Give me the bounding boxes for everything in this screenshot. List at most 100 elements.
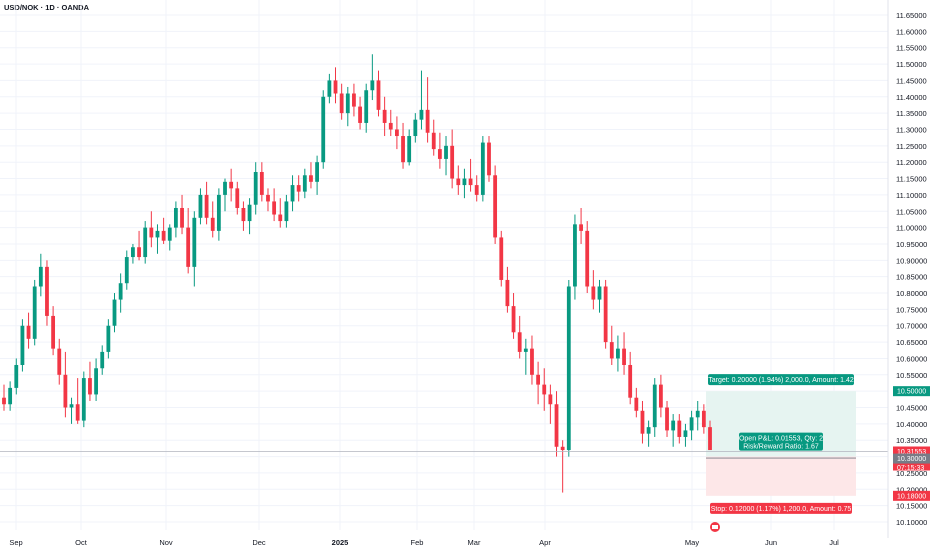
candle-body [51,315,56,349]
candle-body [462,178,467,186]
candle-body [603,286,608,343]
candle-body [180,207,184,228]
candle-body [339,93,344,114]
candle-body [683,430,688,437]
stop-label-text: Stop: 0.12000 (1.17%) 1,200.0, Amount: 0… [711,506,852,513]
candle [327,73,332,104]
entry-price-tag-text: 10.30000 [897,456,926,463]
candle-body [597,286,602,300]
price-tick-label: 10.25000 [896,469,927,478]
candle-body [20,325,25,365]
candle [609,325,614,365]
candle [2,384,6,411]
time-axis: Sep Oct Nov Dec 2025 Feb Mar Apr May Jun Jul [9,538,839,547]
time-tick-label: Mar [468,538,481,547]
candle-body [63,374,68,408]
price-tick-label: 11.65000 [896,11,927,20]
time-tick-label: 2025 [332,538,349,547]
price-tick-label: 11.00000 [896,224,927,233]
entry-price-tag-bg [893,453,930,464]
candle-body [26,325,31,339]
candle-body [358,106,362,123]
candle [186,207,191,274]
candle [173,201,178,238]
candle-body [640,410,645,434]
overlay: Target: 0.20000 (1.94%) 2,000.0, Amount:… [0,374,888,532]
calendar-event-icon[interactable] [710,522,720,532]
candle [8,381,13,411]
candle-body [395,129,399,137]
candle-body [290,185,295,202]
candle [358,96,362,130]
candle-body [235,188,240,208]
candle-body [585,230,590,287]
candle-body [407,136,412,163]
candle [499,230,504,287]
candle [63,351,68,418]
candle-body [57,348,62,375]
time-tick-label: Apr [539,538,551,547]
target-label-bg [708,374,854,386]
target-price-tag-bg [893,386,930,397]
candle [235,181,240,215]
candle [456,165,461,195]
candle [603,279,608,349]
candle [339,83,344,120]
price-tick-label: 11.45000 [896,76,927,85]
candle-body [401,136,405,163]
pnl-label-text: Risk/Reward Ratio: 1.67 [743,444,819,451]
stop-label[interactable]: Stop: 0.12000 (1.17%) 1,200.0, Amount: 0… [710,502,852,514]
stop-zone [706,456,856,496]
candle [204,181,209,225]
stop-price-tag-bg [893,490,930,501]
price-tick-label: 10.65000 [896,338,927,347]
candle [530,335,534,385]
candle-body [161,230,166,241]
candle-body [229,181,234,189]
candle-body [493,175,498,238]
candle-body [671,420,676,431]
candle-body [143,227,148,258]
candle [345,86,350,127]
price-tick-label: 10.80000 [896,289,927,298]
candle [167,224,172,251]
candle [198,188,203,225]
candle-body [266,194,270,202]
candle [597,279,602,313]
pnl-label-bg [739,432,823,451]
candle-body [708,427,712,451]
candle [487,136,491,182]
candle-body [118,283,123,300]
candle [382,96,387,137]
candle-body [530,348,534,375]
candle [155,224,160,254]
candle-body [487,142,491,176]
candle [640,400,645,444]
candle [118,273,123,313]
candle [309,162,313,189]
candle-body [131,247,135,258]
candle-body [8,387,13,405]
last-price-tag-text: 10.31553 [897,449,926,456]
candle [161,217,166,244]
price-axis: 11.65000 11.60000 11.55000 11.50000 11.45000… [887,0,930,538]
candle-body [444,145,448,159]
target-label[interactable]: Target: 0.20000 (1.94%) 2,000.0, Amount:… [708,374,854,386]
candle-body [2,397,6,405]
candle [665,400,669,437]
candle [247,198,252,235]
time-tick-label: Feb [411,538,424,547]
candle-body [523,348,528,352]
candle-body [210,217,215,231]
price-tick-label: 10.60000 [896,354,927,363]
price-tick-label: 10.90000 [896,256,927,265]
candle-body [149,227,154,238]
candle-body [480,142,485,195]
time-tick-label: Jul [829,538,839,547]
candle [88,361,92,401]
time-tick-label: Oct [75,538,88,547]
candle [376,70,381,117]
price-tick-label: 10.10000 [896,518,927,527]
